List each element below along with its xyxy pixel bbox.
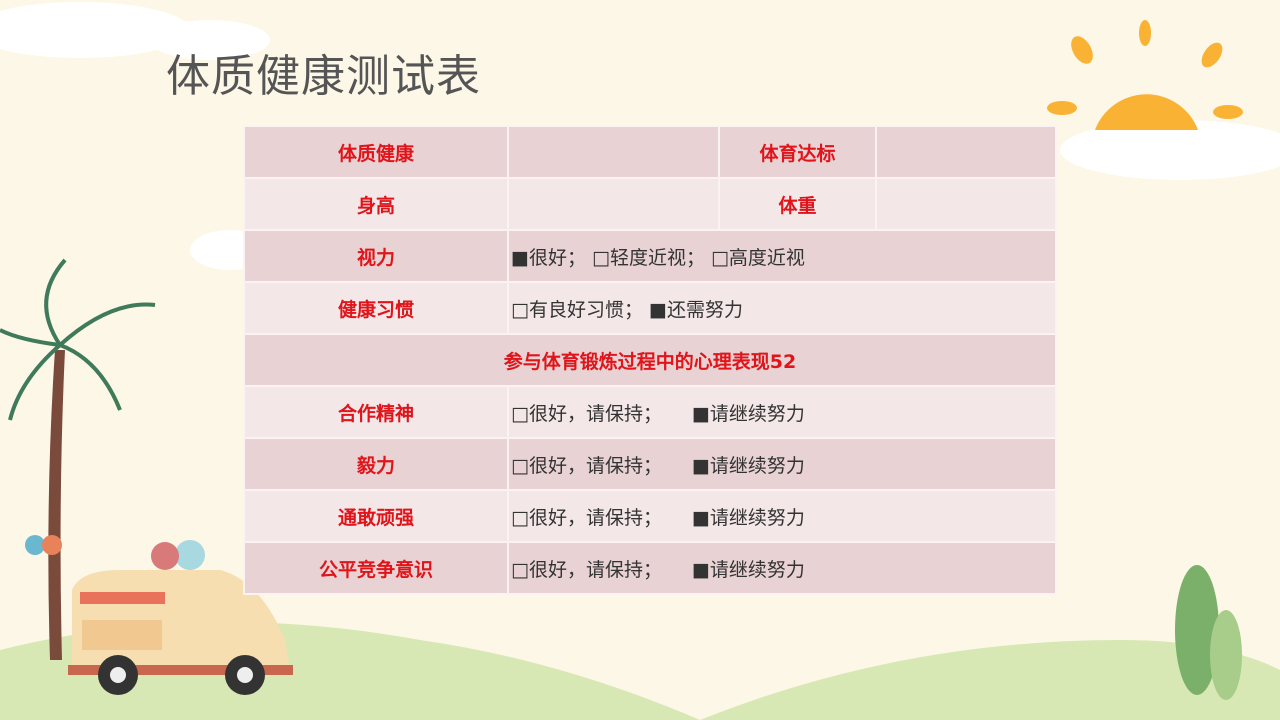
table-row: 参与体育锻炼过程中的心理表现52	[243, 333, 1057, 387]
option-good: □很好，请保持；	[511, 454, 662, 477]
label-physical-health: 体质健康	[243, 125, 509, 179]
fitness-test-table: 体质健康 体育达标 身高 体重 视力 ■很好； □轻度近视； □高度近视 健康习…	[243, 125, 1057, 595]
value-weight[interactable]	[875, 177, 1057, 231]
table-row: 合作精神 □很好，请保持； ■请继续努力	[243, 385, 1057, 439]
value-physical-health[interactable]	[507, 125, 720, 179]
value-habits: □有良好习惯； ■还需努力	[507, 281, 1057, 335]
page-title: 体质健康测试表	[166, 51, 481, 102]
label-habits: 健康习惯	[243, 281, 509, 335]
cloud-icon	[0, 2, 1280, 270]
value-sports-standard[interactable]	[875, 125, 1057, 179]
table-row: 身高 体重	[243, 177, 1057, 231]
label-height: 身高	[243, 177, 509, 231]
palm-tree-icon	[0, 258, 156, 660]
table-row: 视力 ■很好； □轻度近视； □高度近视	[243, 229, 1057, 283]
section-header: 参与体育锻炼过程中的心理表现52	[243, 333, 1057, 387]
label-fair-play: 公平竞争意识	[243, 541, 509, 595]
option-keep-trying: ■请继续努力	[691, 558, 805, 581]
option-keep-trying: ■请继续努力	[691, 454, 805, 477]
option-good: □很好，请保持；	[511, 402, 662, 425]
value-vision: ■很好； □轻度近视； □高度近视	[507, 229, 1057, 283]
option-good: □很好，请保持；	[511, 558, 662, 581]
plant-icon	[1175, 565, 1242, 700]
label-sports-standard: 体育达标	[718, 125, 877, 179]
label-tenacity: 通敢顽强	[243, 489, 509, 543]
option-good: □很好，请保持；	[511, 506, 662, 529]
label-teamwork: 合作精神	[243, 385, 509, 439]
value-height[interactable]	[507, 177, 720, 231]
label-weight: 体重	[718, 177, 877, 231]
option-keep-trying: ■请继续努力	[691, 506, 805, 529]
table-row: 体质健康 体育达标	[243, 125, 1057, 179]
label-vision: 视力	[243, 229, 509, 283]
table-row: 健康习惯 □有良好习惯； ■还需努力	[243, 281, 1057, 335]
table-row: 公平竞争意识 □很好，请保持； ■请继续努力	[243, 541, 1057, 595]
table-row: 毅力 □很好，请保持； ■请继续努力	[243, 437, 1057, 491]
label-perseverance: 毅力	[243, 437, 509, 491]
option-keep-trying: ■请继续努力	[691, 402, 805, 425]
table-row: 通敢顽强 □很好，请保持； ■请继续努力	[243, 489, 1057, 543]
sun-icon	[1047, 20, 1243, 130]
van-icon	[25, 535, 293, 695]
